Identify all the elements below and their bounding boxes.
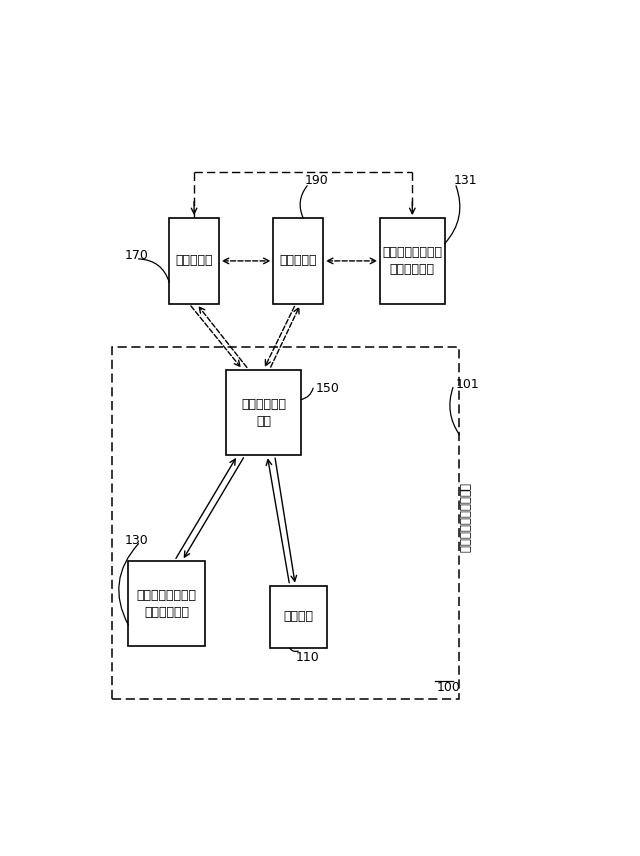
Text: 150: 150 — [316, 382, 339, 395]
Bar — [112, 347, 460, 699]
Text: 110: 110 — [296, 651, 319, 664]
Text: 外部クライアント
コンピュータ: 外部クライアント コンピュータ — [382, 246, 442, 276]
Text: 参照サーバ: 参照サーバ — [175, 254, 213, 267]
Text: 190: 190 — [305, 174, 328, 187]
Bar — [269, 586, 327, 648]
Text: ローカルネットワーク: ローカルネットワーク — [457, 483, 470, 553]
Bar — [273, 218, 323, 304]
Bar — [169, 218, 219, 304]
Text: 170: 170 — [125, 249, 148, 262]
Text: 電気機器: 電気機器 — [284, 610, 313, 623]
Text: 130: 130 — [125, 534, 148, 547]
Text: 登録サーバ: 登録サーバ — [280, 254, 317, 267]
Text: ゲートウェイ
機器: ゲートウェイ 機器 — [241, 397, 286, 427]
Bar — [129, 561, 205, 646]
Bar — [227, 370, 301, 455]
Bar — [380, 218, 445, 304]
Text: 100: 100 — [437, 681, 461, 694]
Text: 内部クライアント
コンピュータ: 内部クライアント コンピュータ — [137, 589, 197, 619]
Text: 101: 101 — [456, 377, 479, 390]
Text: 131: 131 — [454, 174, 477, 187]
